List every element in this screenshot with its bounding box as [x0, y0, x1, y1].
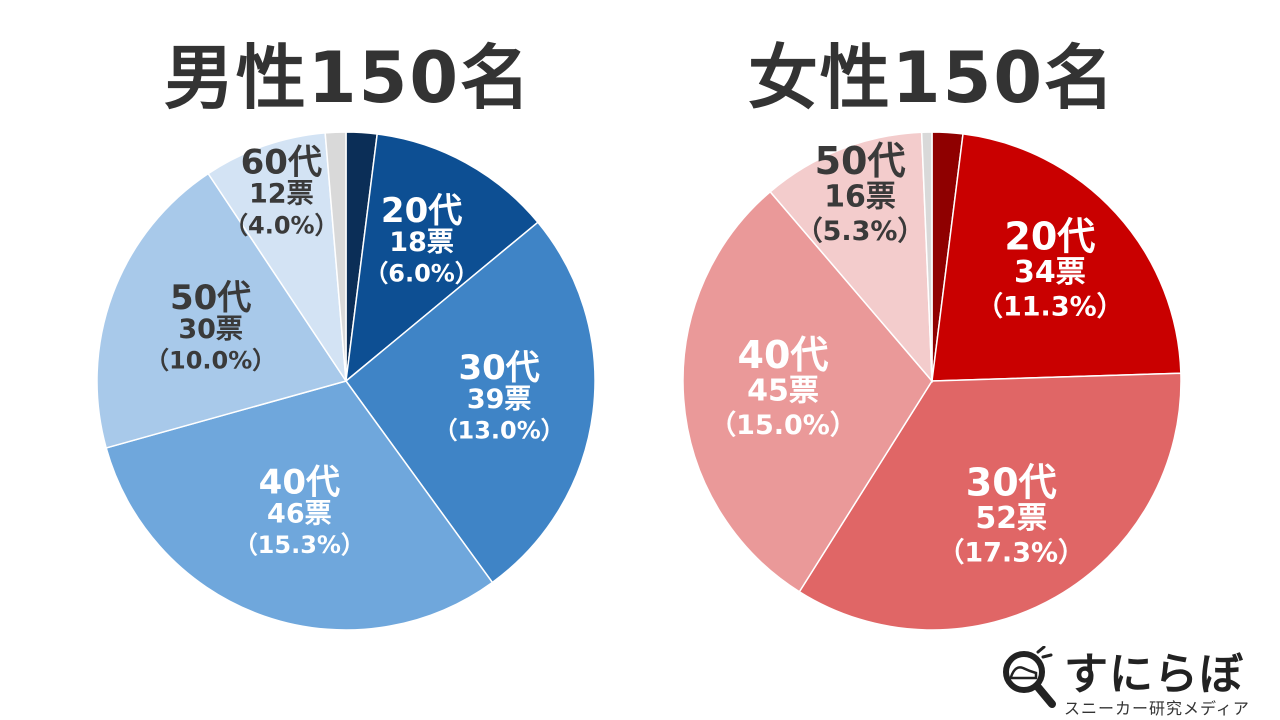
slice-age-label: 50代 [815, 139, 906, 183]
slice-votes-label: 45票 [747, 373, 819, 408]
slice-age-label: 20代 [381, 191, 462, 231]
pie-slice [96, 172, 348, 449]
brand-logo[interactable]: すにらぼ スニーカー研究メディア [1000, 640, 1270, 718]
slice-age-label: 50代 [170, 278, 251, 318]
slice-votes-label: 18票 [389, 227, 454, 258]
slice-percent-label: （6.0%） [364, 260, 479, 288]
slice-age-label: 20代 [1004, 215, 1095, 259]
slice-percent-label: （4.0%） [224, 211, 339, 239]
brand-tagline: スニーカー研究メディア [1064, 699, 1250, 718]
pie-slice [769, 131, 933, 384]
slice-age-label: 40代 [259, 462, 340, 502]
pie-slice [345, 133, 539, 383]
female-chart-title: 女性150名 [747, 37, 1117, 119]
slice-votes-label: 34票 [1014, 255, 1086, 290]
pie-slice [920, 131, 933, 382]
brand-name: すにらぼ [1064, 649, 1244, 700]
pie-slice [931, 133, 1182, 382]
slice-age-label: 60代 [241, 143, 322, 183]
slice-votes-label: 30票 [178, 314, 243, 345]
slice-percent-label: （15.3%） [234, 531, 365, 559]
slice-votes-label: 46票 [267, 499, 332, 530]
magnifier-sneaker-icon [1003, 646, 1056, 708]
slice-age-label: 30代 [458, 348, 539, 388]
pie-slice [324, 131, 347, 382]
slice-votes-label: 52票 [975, 501, 1047, 536]
pie-slice [105, 380, 494, 631]
slice-votes-label: 12票 [249, 179, 314, 210]
slice-percent-label: （11.3%） [976, 292, 1124, 323]
slice-percent-label: （10.0%） [145, 347, 276, 375]
pie-slice [798, 372, 1182, 631]
slice-age-label: 30代 [966, 460, 1057, 504]
pie-slice [344, 221, 596, 584]
male-chart-title: 男性150名 [163, 37, 533, 119]
slice-age-label: 40代 [738, 333, 829, 377]
pie-slice [682, 190, 933, 593]
slice-votes-label: 39票 [467, 384, 532, 415]
slice-percent-label: （17.3%） [937, 537, 1085, 568]
slice-votes-label: 16票 [824, 179, 896, 214]
slice-percent-label: （13.0%） [434, 416, 565, 444]
pie-slice [207, 132, 347, 382]
slice-percent-label: （5.3%） [796, 216, 925, 247]
slice-percent-label: （15.0%） [709, 410, 857, 441]
